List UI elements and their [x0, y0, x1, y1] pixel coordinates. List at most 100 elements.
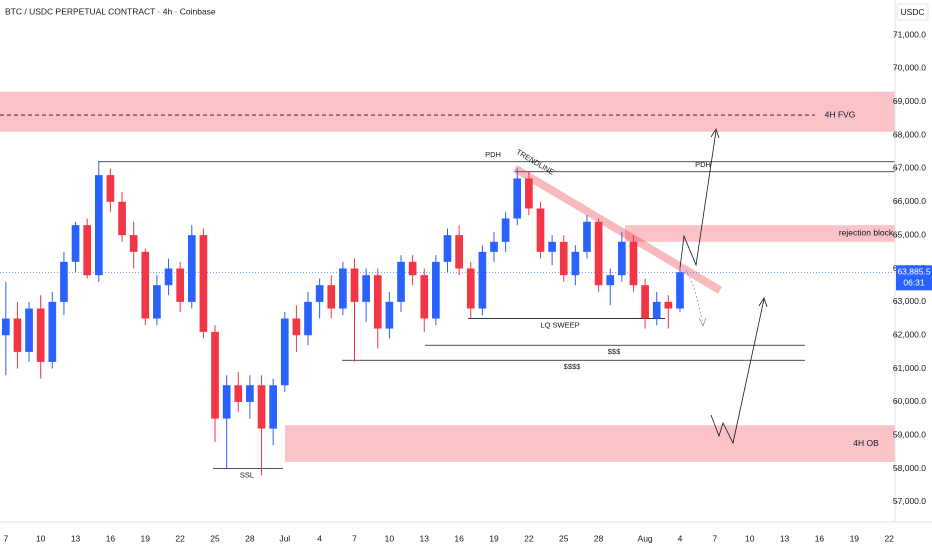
candle-body: [362, 275, 370, 302]
candle-body: [652, 301, 661, 319]
x-tick-label: 13: [420, 533, 430, 543]
candle-body: [141, 251, 150, 319]
candle-body: [432, 261, 440, 319]
candle-body: [618, 241, 626, 276]
x-tick-label: 13: [71, 533, 81, 543]
x-tick-label: 19: [489, 533, 499, 543]
candle-body: [187, 235, 196, 302]
candle-body: [234, 385, 243, 402]
last-price-label: 63,885.5: [897, 267, 930, 277]
level-label: $$$: [608, 347, 621, 356]
x-tick-label: 22: [175, 533, 185, 543]
x-tick-label: 10: [745, 533, 755, 543]
x-tick-label: 28: [245, 533, 255, 543]
y-tick-label: 69,000.0: [893, 96, 926, 106]
candle-body: [60, 261, 68, 302]
candles: [1, 161, 684, 476]
y-tick-label: 57,000.0: [893, 496, 926, 506]
candle-body: [94, 175, 103, 276]
candle-body: [280, 318, 289, 386]
x-tick-label: 28: [594, 533, 604, 543]
candle-body: [71, 225, 80, 262]
x-tick-label: 16: [815, 533, 825, 543]
candle-body: [466, 268, 475, 309]
candle-body: [583, 221, 591, 252]
x-tick-label: 25: [210, 533, 220, 543]
x-tick-label: Jul: [279, 533, 290, 543]
candle-body: [664, 301, 673, 309]
x-tick-label: 19: [141, 533, 151, 543]
candle-body: [594, 221, 603, 286]
level-label: PDH: [485, 150, 501, 159]
candle-body: [641, 285, 649, 319]
level-label: LQ SWEEP: [540, 321, 579, 330]
candle-body: [269, 385, 277, 429]
y-tick-label: 65,000.0: [893, 229, 926, 239]
y-tick-label: 62,000.0: [893, 329, 926, 339]
trendline: [512, 165, 723, 294]
candle-body: [536, 208, 545, 252]
zone: [0, 91, 895, 132]
x-tick-label: 4: [317, 533, 322, 543]
x-tick-label: 22: [884, 533, 894, 543]
zone-label: rejection block: [839, 228, 894, 238]
x-tick-label: 19: [850, 533, 860, 543]
candle-body: [222, 385, 231, 419]
candle-body: [513, 178, 522, 219]
candle-body: [373, 275, 382, 329]
zone: [285, 425, 895, 462]
arrow-head: [698, 317, 707, 327]
y-tick-label: 71,000.0: [893, 29, 926, 39]
candle-body: [525, 178, 533, 209]
x-tick-label: 4: [678, 533, 683, 543]
candle-body: [36, 308, 45, 362]
x-tick-label: 16: [454, 533, 464, 543]
candle-body: [571, 251, 580, 276]
x-tick-label: 7: [352, 533, 357, 543]
y-tick-label: 61,000.0: [893, 363, 926, 373]
candle-body: [397, 261, 405, 302]
candle-body: [257, 385, 266, 429]
candle-body: [246, 385, 254, 402]
candle-body: [129, 235, 138, 252]
candle-body: [211, 331, 219, 419]
currency-box[interactable]: [896, 3, 929, 21]
x-tick-label: 7: [712, 533, 717, 543]
candle-body: [153, 285, 161, 319]
y-tick-label: 63,000.0: [893, 296, 926, 306]
candle-body: [164, 268, 173, 286]
zone-label: 4H FVG: [825, 109, 856, 119]
y-tick-label: 66,000.0: [893, 196, 926, 206]
candle-body: [443, 235, 452, 262]
y-tick-label: 67,000.0: [893, 163, 926, 173]
alt-arrow: [685, 269, 704, 325]
candle-body: [83, 225, 92, 276]
candle-body: [478, 251, 487, 309]
candle-body: [176, 268, 184, 302]
x-tick-label: 10: [36, 533, 46, 543]
y-tick-label: 68,000.0: [893, 129, 926, 139]
candle-body: [315, 285, 324, 302]
candle-body: [548, 241, 556, 252]
arrow-head: [758, 297, 768, 308]
candle-body: [559, 241, 568, 276]
currency[interactable]: USDC: [900, 7, 924, 17]
candle-body: [455, 235, 463, 269]
x-tick-label: 13: [780, 533, 790, 543]
candle-body: [339, 268, 347, 309]
projection-arrow: [679, 130, 717, 269]
candle-body: [48, 301, 57, 362]
candle-body: [385, 301, 394, 329]
level-label: $$$$: [564, 362, 582, 371]
candle-body: [118, 201, 126, 236]
zone: [625, 225, 895, 242]
candle-body: [490, 241, 498, 252]
candle-body: [676, 272, 684, 309]
candle-body: [420, 275, 429, 319]
y-tick-label: 58,000.0: [893, 463, 926, 473]
zone-label: 4H OB: [853, 438, 879, 448]
